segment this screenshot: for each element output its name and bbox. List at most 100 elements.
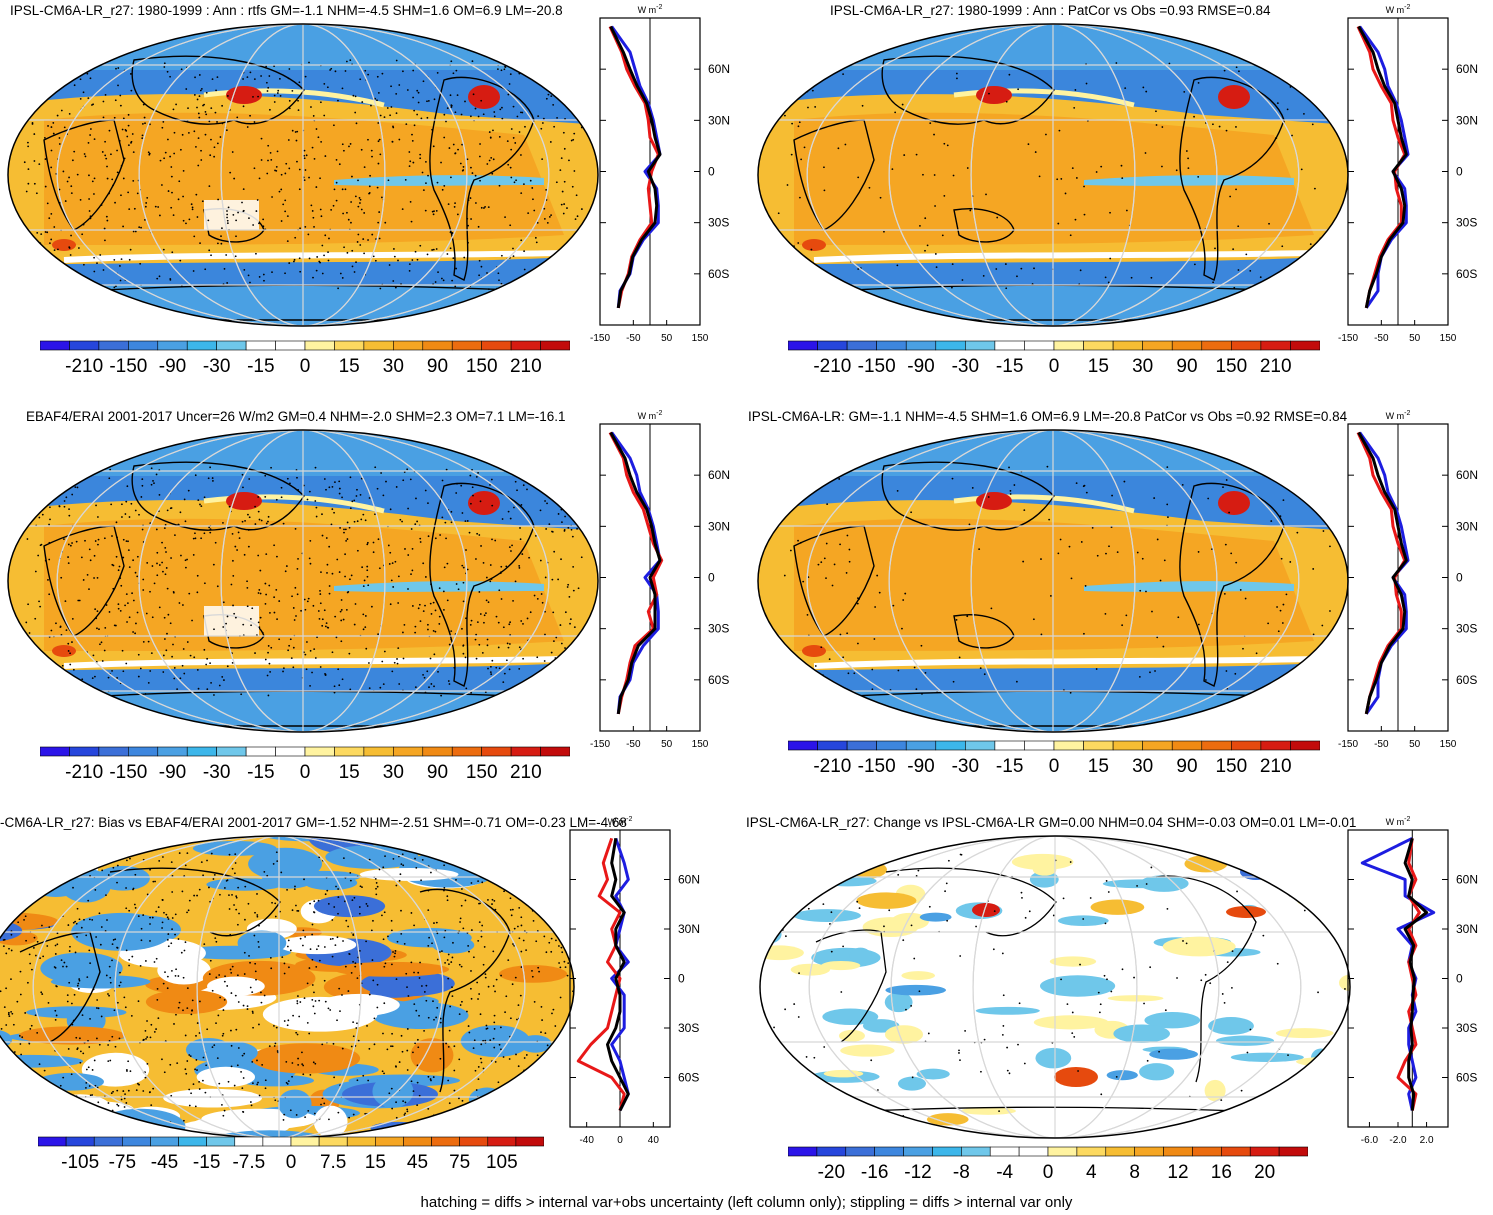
colorbar-swatch: [994, 740, 1025, 751]
colorbar-label: 7.5: [320, 1152, 346, 1173]
colorbar-swatch: [1083, 340, 1114, 351]
colorbar-swatch: [1083, 740, 1114, 751]
map-plot: [757, 23, 1349, 327]
colorbar-swatch: [290, 1136, 320, 1147]
colorbar-swatch: [1018, 1146, 1049, 1157]
zonal-lat-tick: 30N: [1456, 922, 1478, 936]
colorbar-label: -30: [203, 762, 230, 783]
colorbar-swatch: [346, 1136, 376, 1147]
zonal-lat-tick: 60N: [708, 62, 730, 76]
colorbar-swatch: [318, 1136, 348, 1147]
zonal-lat-tick: 30S: [678, 1021, 699, 1035]
colorbar-swatch: [1112, 740, 1143, 751]
zonal-lat-tick: 30S: [1456, 622, 1477, 636]
colorbar-swatch: [540, 340, 570, 351]
colorbar-label: 30: [1132, 756, 1153, 777]
colorbar-label: -210: [65, 762, 103, 783]
colorbar-swatch: [304, 340, 335, 351]
colorbar-swatch: [1142, 740, 1173, 751]
colorbar-swatch: [128, 340, 159, 351]
zonal-series-black: [609, 25, 662, 309]
panel-title: -CM6A-LR_r27: Bias vs EBAF4/ERAI 2001-20…: [0, 815, 627, 830]
colorbar-label: -45: [151, 1152, 178, 1173]
zonal-lat-tick: 60S: [708, 673, 729, 687]
graticule: [758, 24, 1348, 326]
colorbar-label: -90: [907, 756, 934, 777]
zonal-value-tick: -50: [626, 333, 641, 344]
colorbar-swatch: [1053, 740, 1084, 751]
zonal-units: W m-2: [1386, 410, 1411, 421]
colorbar-label: -16: [861, 1162, 888, 1183]
colorbar-swatch: [932, 1146, 962, 1157]
colorbar-label: -30: [952, 356, 979, 377]
coastline: [131, 461, 305, 531]
colorbar-swatch: [186, 746, 217, 757]
colorbar-swatch: [816, 1146, 847, 1157]
coastline: [881, 55, 1055, 125]
colorbar-swatch: [334, 746, 365, 757]
graticule: [8, 24, 598, 326]
colorbar-swatch: [1134, 1146, 1164, 1157]
colorbar-swatch: [393, 340, 424, 351]
colorbar-swatch: [965, 740, 996, 751]
colorbar-swatch: [510, 340, 541, 351]
zonal-lat-tick: 30S: [1456, 216, 1477, 230]
zonal-value-tick: 40: [648, 1135, 660, 1146]
colorbar-swatch: [788, 1146, 818, 1157]
colorbar-label: -150: [109, 762, 147, 783]
zonal-series-blue: [610, 431, 662, 715]
zonal-value-tick: 0: [617, 1135, 623, 1146]
zonal-value-tick: 2.0: [1420, 1135, 1434, 1146]
panel-title: IPSL-CM6A-LR_r27: 1980-1999 : Ann : rtfs…: [10, 3, 563, 18]
colorbar-swatch: [245, 340, 276, 351]
colorbar-label: -15: [193, 1152, 220, 1173]
coastline: [881, 461, 1055, 531]
colorbar: -105 -75 -45 -15 -7.5 0 7.5 15 45 75 105: [38, 1136, 544, 1173]
colorbar-label: 16: [1211, 1162, 1232, 1183]
zonal-lat-tick: 30N: [678, 922, 700, 936]
colorbar-label: 90: [1176, 756, 1197, 777]
colorbar-swatch: [1047, 1146, 1078, 1157]
graticule: [758, 430, 1348, 732]
colorbar-label: -90: [159, 356, 186, 377]
colorbar-swatch: [1112, 340, 1143, 351]
colorbar-swatch: [431, 1136, 460, 1147]
colorbar-label: 90: [1176, 356, 1197, 377]
colorbar-label: -90: [907, 356, 934, 377]
colorbar-swatch: [262, 1136, 292, 1147]
colorbar-swatch: [817, 340, 848, 351]
map-border: [7, 429, 599, 733]
colorbar-label: 75: [449, 1152, 470, 1173]
zonal-series-red: [576, 837, 626, 1111]
colorbar-label: 150: [1215, 756, 1247, 777]
zonal-units: W m-2: [638, 4, 663, 15]
colorbar-swatch: [1221, 1146, 1251, 1157]
coastline: [131, 55, 305, 125]
colorbar-label: -8: [953, 1162, 970, 1183]
zonal-value-tick: 150: [1440, 333, 1457, 344]
colorbar-label: 15: [1088, 756, 1109, 777]
colorbar-swatch: [38, 1136, 67, 1147]
panel-3: EBAF4/ERAI 2001-2017 Uncer=26 W/m2 GM=0.…: [0, 406, 746, 806]
colorbar-label: -210: [813, 756, 851, 777]
colorbar-swatch: [122, 1136, 151, 1147]
stippling: [778, 465, 1331, 696]
colorbar-swatch: [1260, 340, 1291, 351]
panel-title: EBAF4/ERAI 2001-2017 Uncer=26 W/m2 GM=0.…: [26, 409, 566, 424]
colorbar-label: -150: [858, 756, 896, 777]
colorbar-label: -150: [109, 356, 147, 377]
colorbar-swatch: [304, 746, 335, 757]
gulf-stream-maximum: [1218, 491, 1250, 515]
colorbar-swatch: [1260, 740, 1291, 751]
map-plot: [757, 429, 1349, 733]
gulf-stream-maximum: [1218, 85, 1250, 109]
zonal-lat-tick: 30N: [1456, 113, 1478, 127]
colorbar-swatch: [422, 746, 453, 757]
zonal-lat-tick: 60N: [1456, 62, 1478, 76]
colorbar-label: 90: [427, 762, 448, 783]
zonal-value-tick: -150: [1338, 333, 1358, 344]
colorbar-label: 30: [383, 762, 404, 783]
zonal-lat-tick: 60S: [1456, 1071, 1477, 1085]
zonal-value-tick: 50: [661, 333, 673, 344]
zonal-lat-tick: 60S: [1456, 267, 1477, 281]
